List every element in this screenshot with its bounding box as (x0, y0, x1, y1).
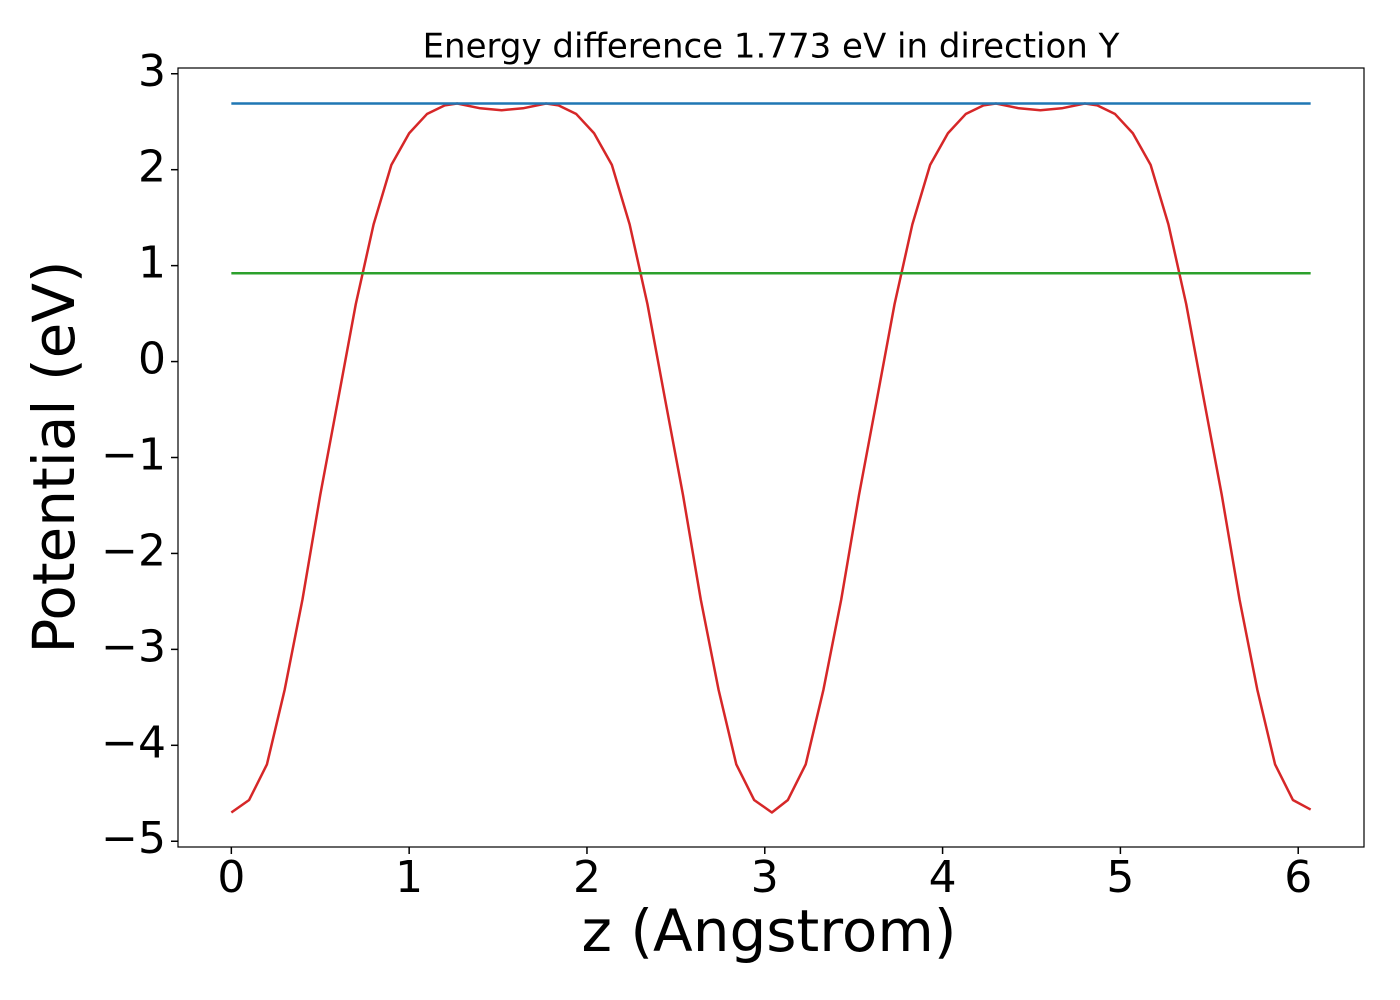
x-tick-label: 5 (1106, 852, 1134, 903)
x-tick-label: 0 (217, 852, 245, 903)
y-tick-label: −5 (101, 813, 166, 864)
y-tick-label: −2 (101, 525, 166, 576)
x-tick-label: 4 (929, 852, 957, 903)
x-tick-label: 2 (573, 852, 601, 903)
chart-title: Energy difference 1.773 eV in direction … (423, 27, 1120, 67)
x-axis-label: z (Angstrom) (582, 897, 957, 965)
y-tick-label: 0 (138, 334, 166, 385)
x-tick-label: 6 (1284, 852, 1312, 903)
y-tick-label: 3 (138, 46, 166, 97)
y-tick-label: 1 (138, 238, 166, 289)
line-series (230, 102, 1312, 814)
x-tick-label: 1 (395, 852, 423, 903)
y-axis-label: Potential (eV) (20, 260, 88, 653)
y-tick-label: −3 (101, 621, 166, 672)
y-tick-label: −4 (101, 717, 166, 768)
y-tick-label: −1 (101, 430, 166, 481)
x-tick-label: 3 (751, 852, 779, 903)
y-tick-label: 2 (138, 142, 166, 193)
plot-frame (177, 67, 1365, 848)
